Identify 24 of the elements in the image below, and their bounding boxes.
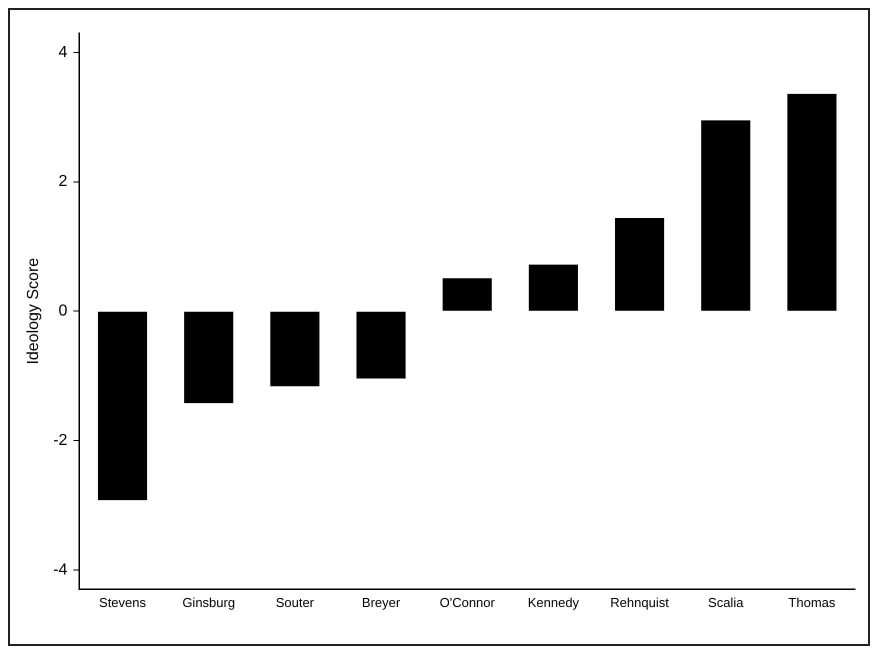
bar [270,312,320,386]
y-tick-label: -2 [53,432,68,449]
x-tick-label: Thomas [788,594,836,610]
y-tick-label: 0 [58,302,68,320]
x-tick-label: Kennedy [528,594,580,610]
y-axis-title: Ideology Score [25,258,42,365]
bar [787,94,836,311]
bar [442,278,492,311]
y-tick-label: 2 [58,173,68,190]
bar [98,312,148,500]
x-tick-label: O'Connor [440,594,496,610]
x-tick-label: Rehnquist [610,594,670,610]
bar [615,218,664,311]
bar [356,312,406,378]
x-tick-label: Breyer [362,594,401,610]
y-tick-label: 4 [58,44,68,61]
bar [528,264,578,311]
x-tick-label: Ginsburg [182,594,236,610]
bar [184,312,234,404]
bar [701,120,750,311]
x-tick-label: Stevens [99,594,146,610]
x-tick-label: Souter [276,594,315,610]
x-tick-label: Scalia [708,594,744,610]
y-tick-label: -4 [53,561,68,578]
